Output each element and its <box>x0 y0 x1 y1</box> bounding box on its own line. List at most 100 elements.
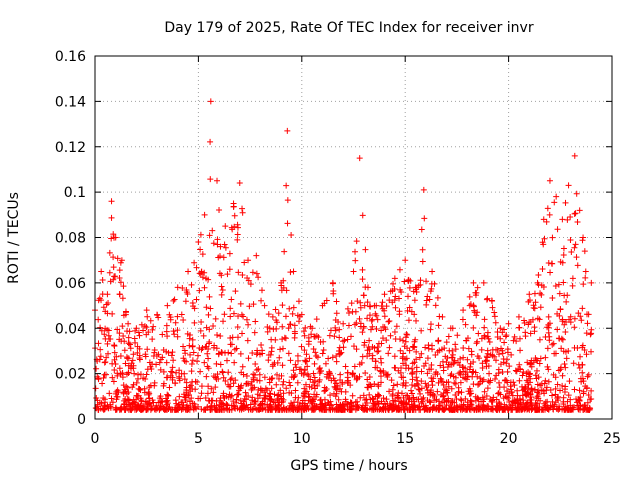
data-point <box>227 313 234 320</box>
data-point <box>357 323 364 330</box>
data-point <box>481 334 488 341</box>
data-point <box>399 400 406 407</box>
data-point <box>293 364 300 371</box>
data-point <box>245 257 252 264</box>
data-point <box>148 365 155 372</box>
data-point <box>432 302 439 309</box>
data-point <box>373 302 380 309</box>
data-point <box>251 329 258 336</box>
data-point <box>201 211 208 218</box>
data-point <box>114 372 121 379</box>
data-point <box>519 372 526 379</box>
data-point <box>394 394 401 401</box>
data-point <box>352 257 359 264</box>
data-point <box>420 186 427 193</box>
data-point <box>337 404 344 411</box>
data-point <box>197 327 204 334</box>
data-point <box>215 375 222 382</box>
data-point <box>505 320 512 327</box>
data-point <box>357 394 364 401</box>
data-point <box>374 348 381 355</box>
data-point <box>556 290 563 297</box>
data-point <box>106 390 113 397</box>
data-point <box>258 342 265 349</box>
data-point <box>474 284 481 291</box>
data-point <box>496 379 503 386</box>
data-point <box>166 384 173 391</box>
data-point <box>535 271 542 278</box>
data-point <box>311 385 318 392</box>
data-point <box>485 335 492 342</box>
data-point <box>577 353 584 360</box>
data-point <box>405 317 412 324</box>
data-point <box>373 326 380 333</box>
data-point <box>99 405 106 412</box>
data-point <box>223 393 230 400</box>
data-point <box>348 300 355 307</box>
data-point <box>475 405 482 412</box>
data-point <box>264 323 271 330</box>
data-point <box>249 394 256 401</box>
data-point <box>480 376 487 383</box>
data-point <box>228 350 235 357</box>
data-point <box>136 386 143 393</box>
data-point <box>105 327 112 334</box>
data-point <box>386 297 393 304</box>
data-point <box>565 392 572 399</box>
data-point <box>286 389 293 396</box>
data-point <box>150 323 157 330</box>
data-point <box>560 279 567 286</box>
data-point <box>195 239 202 246</box>
data-point <box>235 391 242 398</box>
data-point <box>198 319 205 326</box>
data-point <box>541 235 548 242</box>
data-point <box>379 305 386 312</box>
data-point <box>335 396 342 403</box>
data-point <box>289 310 296 317</box>
data-point <box>138 321 145 328</box>
data-point <box>361 302 368 309</box>
data-point <box>585 391 592 398</box>
data-point <box>205 346 212 353</box>
data-point <box>470 368 477 375</box>
data-point <box>337 377 344 384</box>
data-point <box>98 297 105 304</box>
data-point <box>312 333 319 340</box>
data-point <box>578 317 585 324</box>
data-point <box>411 311 418 318</box>
data-point <box>440 392 447 399</box>
data-point <box>408 390 415 397</box>
data-point <box>515 324 522 331</box>
data-point <box>134 343 141 350</box>
data-point <box>165 392 172 399</box>
data-point <box>429 268 436 275</box>
data-point <box>462 395 469 402</box>
data-point <box>526 291 533 298</box>
data-point <box>203 275 210 282</box>
data-point <box>116 330 123 337</box>
data-point <box>410 288 417 295</box>
data-point <box>274 371 281 378</box>
data-point <box>301 332 308 339</box>
data-point <box>261 401 268 408</box>
data-point <box>450 373 457 380</box>
data-point <box>413 396 420 403</box>
data-point <box>189 357 196 364</box>
data-point <box>328 377 335 384</box>
data-point <box>465 345 472 352</box>
data-point <box>196 345 203 352</box>
data-point <box>404 345 411 352</box>
data-point <box>575 405 582 412</box>
data-point <box>575 361 582 368</box>
data-point <box>227 335 234 342</box>
data-point <box>429 382 436 389</box>
data-point <box>445 333 452 340</box>
data-point <box>268 375 275 382</box>
data-point <box>316 364 323 371</box>
data-point <box>209 227 216 234</box>
data-point <box>241 259 248 266</box>
data-point <box>440 382 447 389</box>
data-point <box>242 389 249 396</box>
data-point <box>135 329 142 336</box>
data-point <box>198 390 205 397</box>
